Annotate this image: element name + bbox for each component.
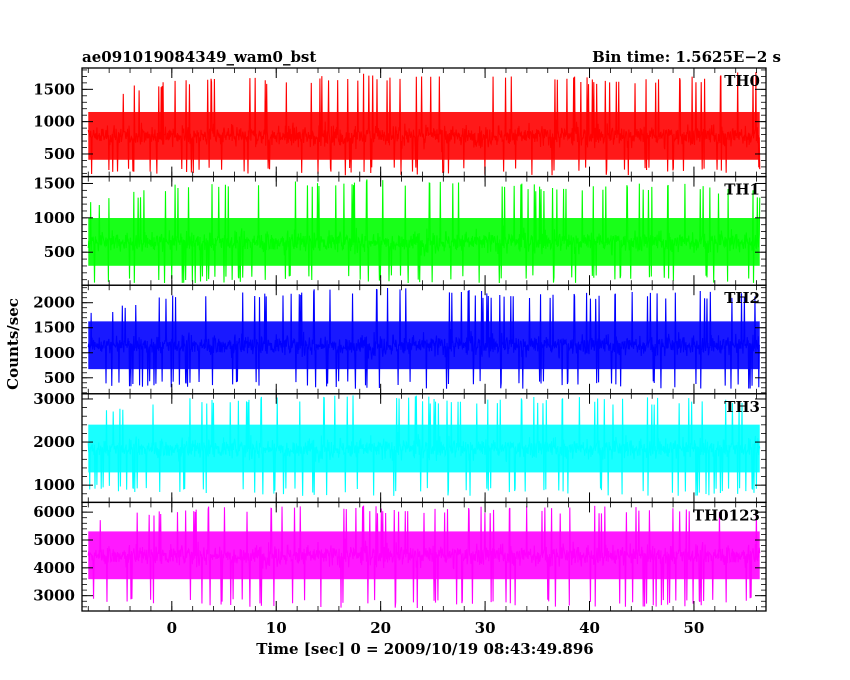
series-band-th3: [88, 424, 760, 473]
x-tick-label: 30: [475, 619, 496, 637]
x-tick-label: 20: [370, 619, 391, 637]
series-band-th0: [88, 111, 760, 160]
y-tick-label: 1000: [33, 113, 75, 131]
y-tick-label: 1000: [33, 209, 75, 227]
panel-th0123: 3000 4000 5000 6000 TH0123: [33, 501, 767, 612]
y-tick-label: 1500: [33, 174, 75, 192]
y-axis-label: Counts/sec: [4, 298, 22, 390]
y-tick-label: 3000: [33, 587, 75, 605]
series-label-th0: TH0: [724, 72, 760, 90]
y-tick-label: 4000: [33, 559, 75, 577]
left-title: ae091019084349_wam0_bst: [82, 48, 316, 66]
y-tick-label: 1500: [33, 80, 75, 98]
y-tick-label: 1000: [33, 344, 75, 362]
panel-th1: 500 1000 1500 TH1: [33, 174, 767, 286]
y-tick-label: 1000: [33, 476, 75, 494]
series-band-th2: [88, 321, 760, 370]
right-title: Bin time: 1.5625E−2 s: [592, 48, 781, 66]
x-axis-label: Time [sec] 0 = 2009/10/19 08:43:49.896: [256, 640, 593, 658]
x-tick-label: 0: [167, 619, 177, 637]
y-tick-label: 6000: [33, 503, 75, 521]
series-band-th1: [88, 218, 760, 266]
y-tick-label: 1500: [33, 319, 75, 337]
y-tick-label: 5000: [33, 531, 75, 549]
y-tick-label: 500: [44, 369, 75, 387]
panel-th3: 1000 2000 3000 TH3: [33, 390, 767, 504]
y-tick-label: 2000: [33, 294, 75, 312]
series-label-th1: TH1: [724, 181, 760, 199]
y-tick-label: 500: [44, 145, 75, 163]
x-tick-label: 10: [266, 619, 287, 637]
x-tick-label: 40: [579, 619, 600, 637]
y-tick-label: 2000: [33, 433, 75, 451]
series-label-th3: TH3: [724, 398, 760, 416]
panel-th2: 500 1000 1500 2000 TH2: [33, 284, 767, 395]
y-tick-label: 500: [44, 243, 75, 261]
panel-th0: 500 1000 1500 TH0: [33, 67, 767, 178]
y-tick-label: 3000: [33, 390, 75, 408]
series-label-th2: TH2: [724, 289, 760, 307]
series-label-th0123: TH0123: [693, 506, 760, 524]
x-tick-label: 50: [684, 619, 705, 637]
series-band-th0123: [88, 531, 760, 580]
